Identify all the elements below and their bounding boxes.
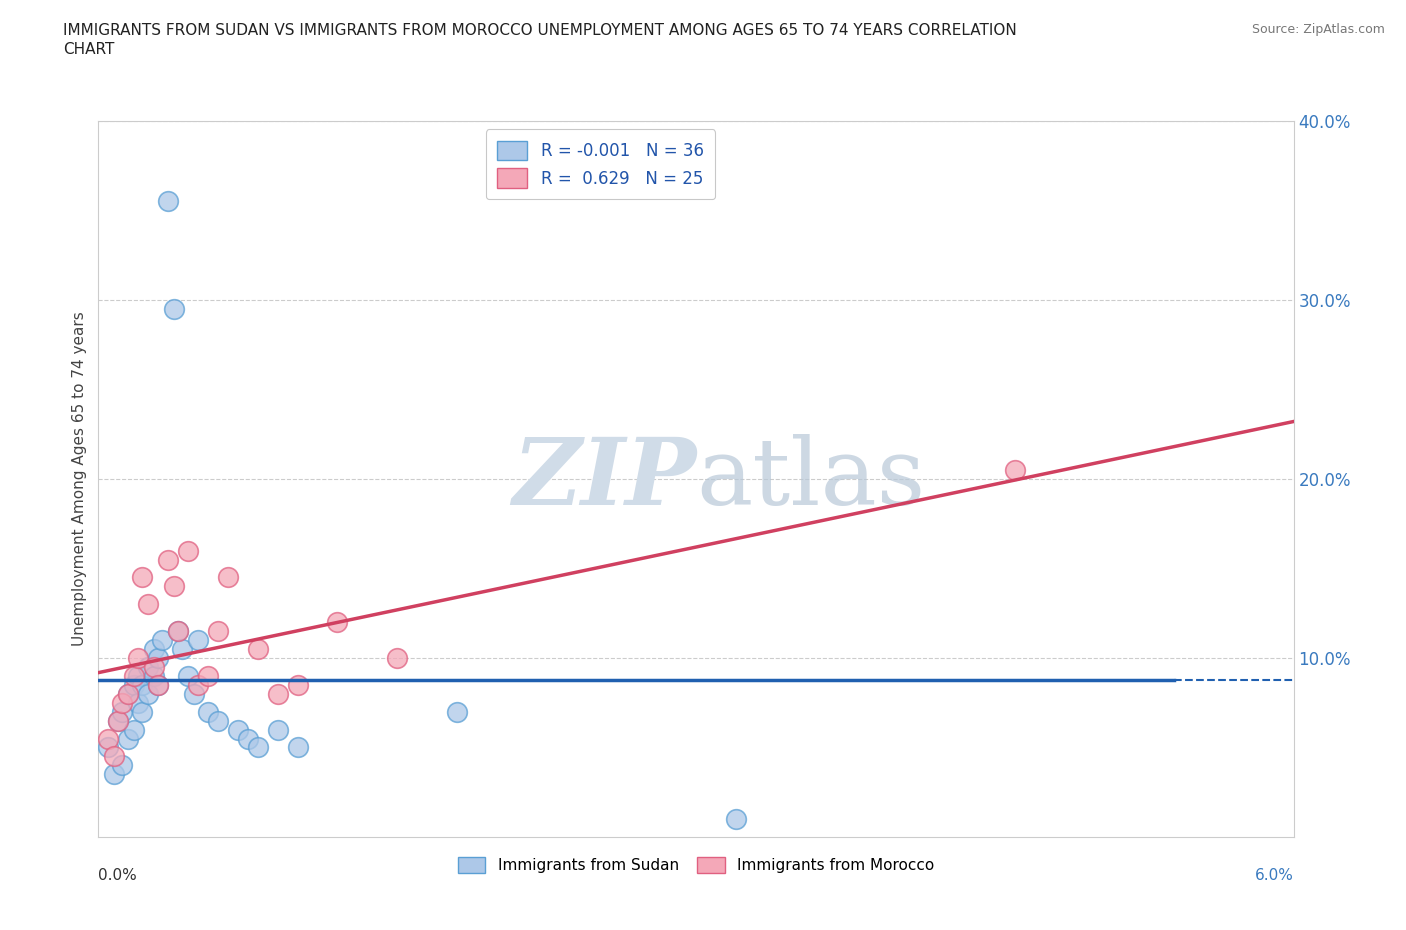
Point [143,642,166,657]
Text: CHART: CHART [63,42,115,57]
Point [1004,462,1026,477]
Point [187,632,209,647]
Point [157,194,180,209]
Point [124,669,146,684]
Point [163,578,186,594]
Point [131,704,153,719]
Point [326,615,349,630]
Point [107,713,129,728]
Point [127,696,149,711]
Text: 6.0%: 6.0% [1254,868,1294,883]
Point [117,686,139,701]
Point [124,677,146,692]
Point [136,659,159,674]
Point [163,301,186,316]
Point [207,624,229,639]
Point [287,740,309,755]
Point [446,704,468,719]
Point [148,651,170,666]
Point [267,722,290,737]
Point [107,713,129,728]
Point [148,677,170,692]
Point [97,740,120,755]
Point [150,632,173,647]
Point [143,659,166,674]
Point [167,624,190,639]
Point [111,758,134,773]
Point [207,713,229,728]
Point [136,686,159,701]
Text: atlas: atlas [696,434,925,524]
Point [97,731,120,746]
Point [103,767,125,782]
Point [177,543,200,558]
Point [183,686,205,701]
Point [143,669,166,684]
Point [197,669,219,684]
Y-axis label: Unemployment Among Ages 65 to 74 years: Unemployment Among Ages 65 to 74 years [72,312,87,646]
Point [111,704,134,719]
Point [217,570,239,585]
Point [177,669,200,684]
Point [172,642,194,657]
Point [131,677,153,692]
Point [167,624,190,639]
Point [246,642,269,657]
Point [111,696,134,711]
Point [103,749,125,764]
Text: IMMIGRANTS FROM SUDAN VS IMMIGRANTS FROM MOROCCO UNEMPLOYMENT AMONG AGES 65 TO 7: IMMIGRANTS FROM SUDAN VS IMMIGRANTS FROM… [63,23,1017,38]
Point [226,722,249,737]
Text: 0.0%: 0.0% [98,868,138,883]
Point [124,722,146,737]
Point [136,597,159,612]
Text: Source: ZipAtlas.com: Source: ZipAtlas.com [1251,23,1385,36]
Point [197,704,219,719]
Point [246,740,269,755]
Point [187,677,209,692]
Point [117,731,139,746]
Legend: Immigrants from Sudan, Immigrants from Morocco: Immigrants from Sudan, Immigrants from M… [451,851,941,880]
Point [148,677,170,692]
Point [127,669,149,684]
Point [131,570,153,585]
Point [385,651,409,666]
Point [157,552,180,567]
Text: ZIP: ZIP [512,434,696,524]
Point [127,651,149,666]
Point [724,812,747,827]
Point [267,686,290,701]
Point [287,677,309,692]
Point [117,686,139,701]
Point [236,731,259,746]
